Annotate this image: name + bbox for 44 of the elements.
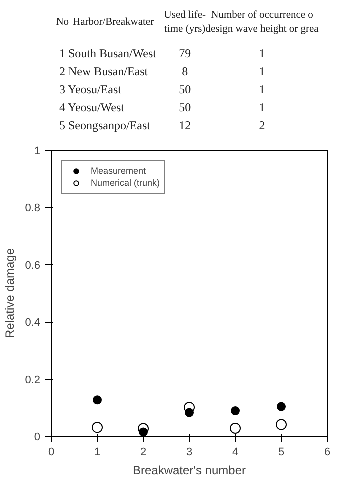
point: [230, 423, 241, 434]
x-tick-label: 1: [94, 446, 101, 458]
y-tick-label: 0.8: [25, 202, 41, 215]
y-axis-title: Relative damage: [3, 248, 18, 339]
y-tick-label: 0.6: [25, 260, 41, 272]
category-label: Used life- time (yrs): [164, 10, 206, 36]
point: [139, 428, 148, 436]
text: 50: [179, 82, 192, 96]
y-tick-label: 0: [34, 432, 41, 444]
point: [276, 419, 287, 430]
text: 4 Yeosu/West: [59, 100, 126, 114]
text: 79: [179, 46, 192, 60]
text: 8: [182, 64, 188, 78]
text: 1: [259, 82, 266, 96]
text: 1: [259, 100, 266, 114]
text: 2 New Busan/East: [59, 64, 149, 78]
text: 1: [259, 64, 266, 78]
text: 50: [179, 100, 192, 114]
text: 1: [259, 46, 266, 60]
x-tick-label: 5: [278, 446, 285, 458]
x-axis-title: Breakwater's number: [133, 464, 246, 478]
x-tick-label: 2: [140, 446, 147, 458]
point: [93, 396, 102, 405]
text: 2: [259, 118, 266, 132]
text: 3 Yeosu/East: [59, 82, 122, 96]
category-label: No: [56, 17, 70, 28]
x-tick-label: 3: [186, 446, 193, 458]
category-label: Number of occurrence o design wave height or grea: [206, 10, 320, 36]
point: [277, 402, 286, 412]
legend-label: Numerical (trunk): [91, 177, 160, 189]
point: [185, 408, 194, 418]
y-tick-label: 0.4: [25, 317, 41, 330]
text: 12: [179, 118, 192, 132]
x-tick-label: 0: [48, 446, 55, 458]
x-tick-label: 6: [324, 446, 331, 458]
category-label: Harbor/Breakwater: [73, 17, 155, 28]
text: 5 Seongsanpo/East: [59, 118, 152, 132]
point: [92, 422, 103, 434]
y-tick-label: 0.2: [25, 374, 41, 386]
y-tick-label: 1: [34, 146, 41, 158]
point: [231, 406, 240, 416]
text: 1 South Busan/West: [59, 46, 158, 60]
x-tick-label: 4: [232, 446, 239, 458]
legend-label: Measurement: [91, 165, 146, 177]
